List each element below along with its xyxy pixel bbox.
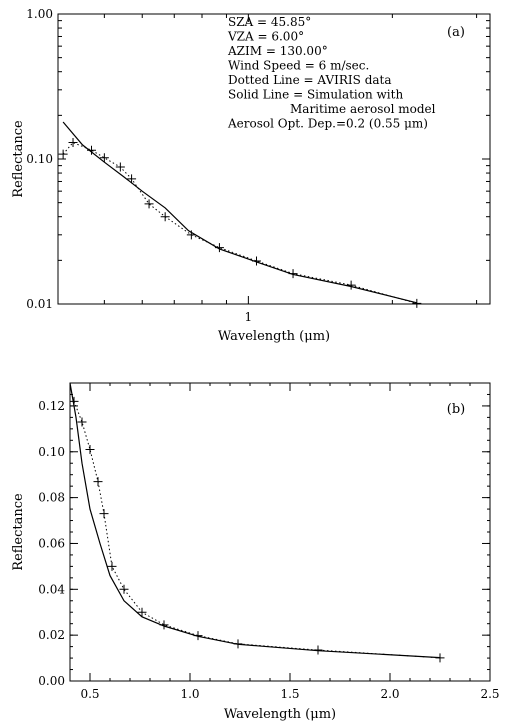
data-point-marker xyxy=(186,230,196,240)
data-point-marker xyxy=(346,280,356,290)
y-tick-label: 0.04 xyxy=(38,582,65,596)
data-point-marker xyxy=(115,162,125,172)
annotation-line: Solid Line = Simulation with xyxy=(228,88,403,102)
data-point-marker xyxy=(214,243,224,253)
data-point-marker xyxy=(69,396,79,406)
panel-label: (b) xyxy=(447,402,465,417)
y-tick-label: 0.01 xyxy=(26,297,53,311)
data-point-marker xyxy=(127,174,137,184)
y-tick-label: 0.02 xyxy=(38,628,65,642)
data-point-marker xyxy=(144,199,154,209)
data-point-marker xyxy=(137,607,147,617)
panel-label: (a) xyxy=(447,25,465,40)
x-tick-label: 2.5 xyxy=(480,687,499,701)
y-tick-label: 0.10 xyxy=(26,152,53,166)
annotation-line: Dotted Line = AVIRIS data xyxy=(228,73,392,87)
y-tick-label: 0.00 xyxy=(38,674,65,688)
annotation-line: VZA = 6.00° xyxy=(227,30,304,44)
x-axis-label: Wavelength (μm) xyxy=(224,707,336,722)
x-tick-label: 1.5 xyxy=(280,687,299,701)
data-point-marker xyxy=(288,269,298,279)
data-point-marker xyxy=(107,561,117,571)
y-axis-label: Reflectance xyxy=(11,120,26,198)
annotation-line: SZA = 45.85° xyxy=(228,15,311,29)
x-axis-label: Wavelength (μm) xyxy=(218,329,330,344)
panel-b: 0.00 0.02 0.04 0.06 0.08 0.10 0.12 0.5 1.0 1.5 2.0… xyxy=(11,382,500,722)
x-tick-label: 1 xyxy=(245,310,253,324)
plot-frame xyxy=(69,382,491,682)
data-point-marker xyxy=(313,645,323,655)
data-point-marker xyxy=(435,653,445,663)
annotation-line: Wind Speed = 6 m/sec. xyxy=(228,59,369,73)
data-point-marker xyxy=(99,153,109,163)
y-tick-label: 0.10 xyxy=(38,445,65,459)
annotation-line: AZIM = 130.00° xyxy=(227,44,328,58)
simulation-line xyxy=(62,121,417,304)
y-tick-label: 1.00 xyxy=(26,7,53,21)
data-point-marker xyxy=(93,477,103,487)
data-point-marker xyxy=(159,620,169,630)
y-tick-label: 0.12 xyxy=(38,399,65,413)
y-tick-label: 0.08 xyxy=(38,491,65,505)
data-point-marker xyxy=(160,212,170,222)
simulation-line xyxy=(69,382,441,659)
data-point-marker xyxy=(193,631,203,641)
data-point-marker xyxy=(252,256,262,266)
data-point-marker xyxy=(233,639,243,649)
y-tick-label: 0.06 xyxy=(38,536,65,550)
data-point-marker xyxy=(87,145,97,155)
x-tick-label: 1.0 xyxy=(180,687,199,701)
data-point-marker xyxy=(68,137,78,147)
x-tick-label: 2.0 xyxy=(380,687,399,701)
data-point-marker xyxy=(412,298,422,308)
annotation-line: Maritime aerosol model xyxy=(290,102,436,116)
data-point-marker xyxy=(58,149,68,159)
x-tick-label: 0.5 xyxy=(80,687,99,701)
data-point-marker xyxy=(77,417,87,427)
data-point-marker xyxy=(99,509,109,519)
panel-a: 0.01 0.10 1.00 1 Wavelength (μm) Reflectance (… xyxy=(11,7,491,344)
data-point-marker xyxy=(85,444,95,454)
data-point-marker xyxy=(119,584,129,594)
aviris-data-line xyxy=(73,401,441,659)
y-axis-label: Reflectance xyxy=(11,493,26,571)
annotation-line: Aerosol Opt. Dep.=0.2 (0.55 μm) xyxy=(227,117,428,131)
